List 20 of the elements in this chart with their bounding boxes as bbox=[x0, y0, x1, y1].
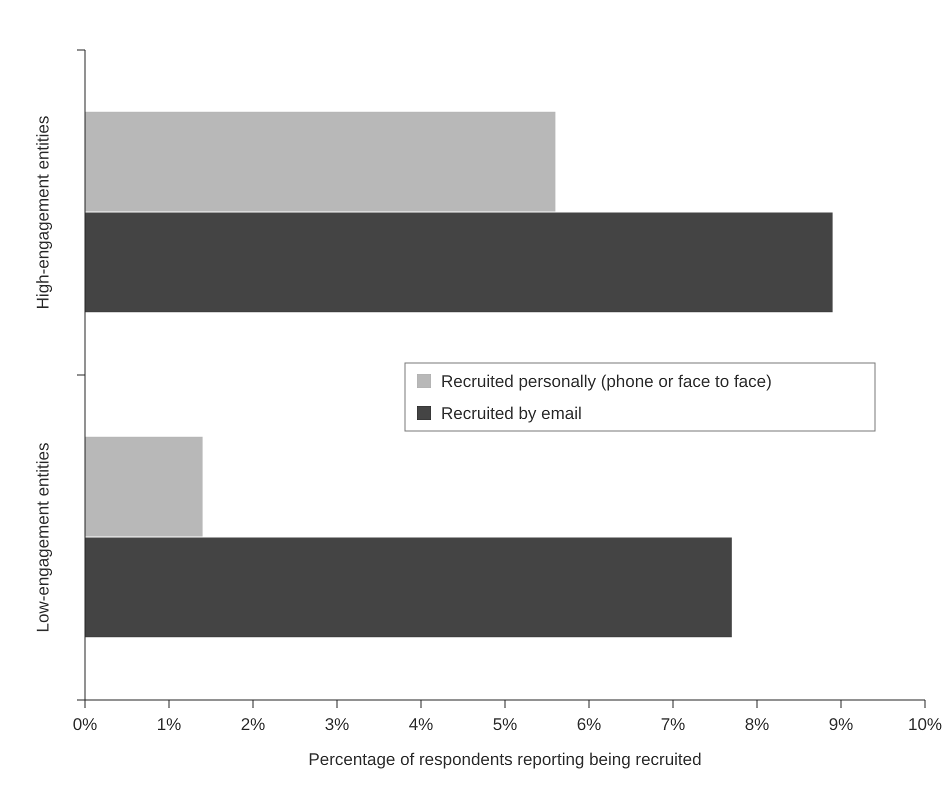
x-tick-label: 5% bbox=[492, 715, 518, 734]
y-tick-label: Low-engagement entities bbox=[33, 442, 52, 632]
x-tick-label: 10% bbox=[908, 715, 942, 734]
y-tick-label: High-engagement entities bbox=[33, 116, 52, 310]
x-tick-label: 6% bbox=[576, 715, 602, 734]
x-axis-title: Percentage of respondents reporting being recruited bbox=[308, 750, 702, 769]
x-tick-label: 3% bbox=[324, 715, 350, 734]
x-tick-label: 7% bbox=[660, 715, 686, 734]
x-tick-label: 2% bbox=[240, 715, 266, 734]
bar bbox=[85, 212, 833, 312]
bar bbox=[85, 436, 203, 536]
legend-label: Recruited personally (phone or face to face) bbox=[441, 372, 772, 391]
bar bbox=[85, 538, 732, 638]
legend-label: Recruited by email bbox=[441, 404, 582, 423]
x-tick-label: 9% bbox=[828, 715, 854, 734]
x-tick-label: 8% bbox=[744, 715, 770, 734]
bar bbox=[85, 112, 556, 212]
x-tick-label: 4% bbox=[408, 715, 434, 734]
x-tick-label: 0% bbox=[72, 715, 98, 734]
x-tick-label: 1% bbox=[156, 715, 182, 734]
